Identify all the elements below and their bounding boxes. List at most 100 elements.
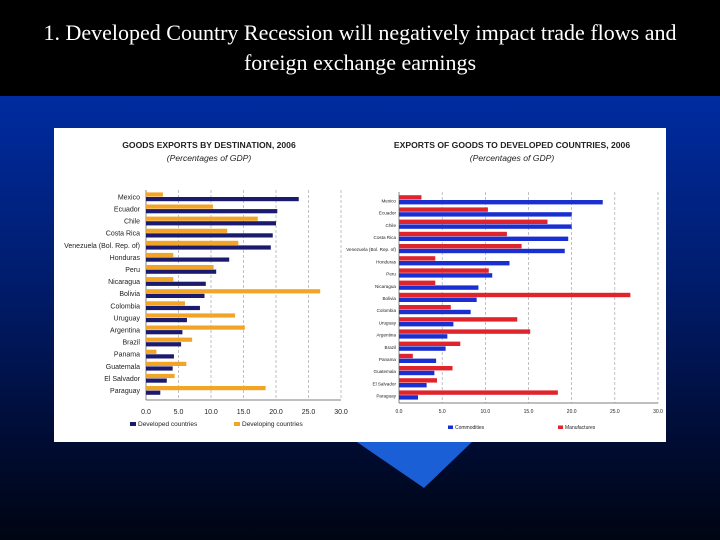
bar-series2 xyxy=(146,289,321,294)
x-tick-label: 30.0 xyxy=(653,409,663,415)
chart-title: GOODS EXPORTS BY DESTINATION, 2006 xyxy=(122,140,296,150)
bar-series1 xyxy=(146,318,187,323)
bar-series2 xyxy=(146,325,245,330)
bar-series2 xyxy=(399,353,413,359)
bar-series2 xyxy=(146,204,213,209)
bar-series1 xyxy=(399,334,448,339)
bar-series1 xyxy=(399,358,437,363)
bar-series1 xyxy=(399,322,454,327)
category-label: Mexico xyxy=(381,198,396,203)
bar-series1 xyxy=(146,378,167,383)
category-label: Paraguay xyxy=(376,394,396,399)
bar-series2 xyxy=(399,207,488,212)
category-label: Colombia xyxy=(377,308,397,313)
bar-series2 xyxy=(146,386,266,391)
title-bar: 1. Developed Country Recession will nega… xyxy=(0,0,720,96)
x-tick-label: 10.0 xyxy=(480,409,490,415)
bar-series2 xyxy=(146,301,185,306)
chart-panel: GOODS EXPORTS BY DESTINATION, 2006 (Perce… xyxy=(54,128,666,442)
legend-label: Developed countries xyxy=(138,421,198,428)
bar-series2 xyxy=(399,366,453,371)
bar-series1 xyxy=(146,233,273,238)
bar-series2 xyxy=(146,373,175,379)
category-label: Venezuela (Bol. Rep. of) xyxy=(346,247,396,252)
bar-series1 xyxy=(146,281,206,286)
category-label: Venezuela (Bol. Rep. of) xyxy=(64,243,140,250)
category-label: Peru xyxy=(386,272,396,277)
category-label: Brazil xyxy=(122,340,140,347)
chart-title: EXPORTS OF GOODS TO DEVELOPED COUNTRIES,… xyxy=(394,140,630,150)
bar-series1 xyxy=(146,354,174,359)
bar-series1 xyxy=(146,366,173,371)
legend-swatch xyxy=(448,425,453,429)
x-tick-label: 0.0 xyxy=(396,409,403,415)
chart-2: EXPORTS OF GOODS TO DEVELOPED COUNTRIES,… xyxy=(346,140,663,431)
bar-series1 xyxy=(399,261,510,266)
bar-series1 xyxy=(399,224,572,229)
legend-label: Manufactures xyxy=(565,425,596,431)
bar-series1 xyxy=(399,346,446,351)
x-tick-label: 30.0 xyxy=(334,409,348,416)
category-label: Bolivia xyxy=(119,291,140,298)
category-label: Chile xyxy=(386,223,397,228)
category-label: Paraguay xyxy=(110,388,140,395)
bar-series2 xyxy=(146,313,236,318)
category-label: Nicaragua xyxy=(375,284,396,289)
category-label: Guatemala xyxy=(374,369,397,374)
x-tick-label: 15.0 xyxy=(524,409,534,415)
bar-series1 xyxy=(399,248,565,254)
category-label: Argentina xyxy=(376,333,396,338)
category-label: Uruguay xyxy=(114,315,141,322)
category-label: Nicaragua xyxy=(108,279,140,286)
x-tick-label: 25.0 xyxy=(610,409,620,415)
bar-series1 xyxy=(399,212,572,217)
category-label: Peru xyxy=(125,267,140,274)
category-label: Colombia xyxy=(110,303,140,310)
bar-series1 xyxy=(399,297,477,302)
bar-series2 xyxy=(146,337,193,342)
category-label: Ecuador xyxy=(379,211,397,216)
x-tick-label: 5.0 xyxy=(174,409,184,416)
bar-series2 xyxy=(146,361,187,366)
category-label: El Salvador xyxy=(373,381,397,386)
bar-series2 xyxy=(146,240,239,245)
bar-series1 xyxy=(146,257,230,262)
legend-swatch xyxy=(234,422,240,426)
bar-series2 xyxy=(146,192,163,197)
bar-series2 xyxy=(399,244,522,249)
bar-series2 xyxy=(146,265,214,270)
chart-svg: GOODS EXPORTS BY DESTINATION, 2006 (Perce… xyxy=(64,140,663,431)
bar-series1 xyxy=(146,221,276,226)
x-tick-label: 20.0 xyxy=(567,409,577,415)
bar-series2 xyxy=(146,216,258,221)
category-label: Guatemala xyxy=(106,364,140,371)
bar-series2 xyxy=(399,292,631,298)
chart-subtitle: (Percentages of GDP) xyxy=(470,153,555,163)
category-label: Panama xyxy=(379,357,397,362)
category-label: Costa Rica xyxy=(374,235,397,240)
bar-series2 xyxy=(399,390,558,395)
legend-swatch xyxy=(558,425,563,429)
bar-series1 xyxy=(399,370,435,376)
bar-series1 xyxy=(146,342,182,347)
bar-series2 xyxy=(399,268,489,273)
bar-series1 xyxy=(146,245,271,250)
category-label: Ecuador xyxy=(114,207,141,214)
category-label: Honduras xyxy=(110,255,141,262)
legend-swatch xyxy=(130,422,136,426)
bar-series1 xyxy=(399,200,603,205)
chart-subtitle: (Percentages of GDP) xyxy=(167,153,252,163)
category-label: El Salvador xyxy=(104,376,140,383)
category-label: Costa Rica xyxy=(106,231,140,238)
legend-label: Commodities xyxy=(455,425,485,431)
bar-series2 xyxy=(399,305,451,310)
bar-series2 xyxy=(399,378,437,383)
bar-series2 xyxy=(399,329,531,334)
x-tick-label: 20.0 xyxy=(269,409,283,416)
x-tick-label: 25.0 xyxy=(302,409,316,416)
bar-series2 xyxy=(399,256,436,261)
category-label: Panama xyxy=(114,352,140,359)
bar-series1 xyxy=(146,197,299,202)
bar-series1 xyxy=(146,293,205,298)
bar-series2 xyxy=(399,317,518,322)
